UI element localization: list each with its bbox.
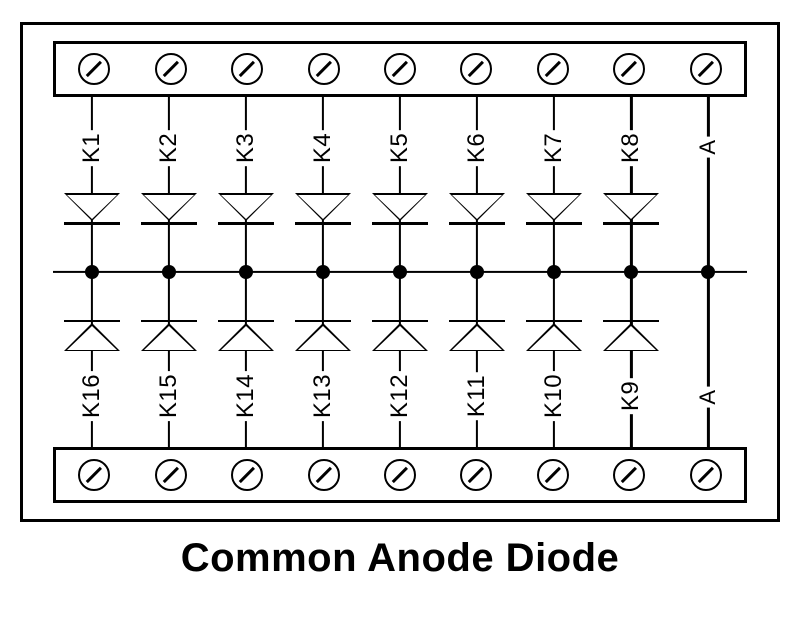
- bus-junction: [239, 265, 253, 279]
- cathode-label-bottom: K9: [616, 378, 646, 414]
- terminal-screw: [78, 53, 110, 85]
- diode-bottom: [449, 319, 505, 352]
- diode-column: K8 K9: [601, 97, 661, 447]
- anode-label-top: A: [694, 136, 722, 157]
- terminal-screw: [690, 459, 722, 491]
- terminal-screw: [460, 53, 492, 85]
- diode-column: K1 K16: [62, 97, 122, 447]
- terminal-screw: [690, 53, 722, 85]
- diode-top: [141, 193, 197, 226]
- cathode-label-top: K8: [616, 130, 646, 166]
- diode-top: [603, 193, 659, 226]
- terminal-screw: [78, 459, 110, 491]
- cathode-label-bottom: K11: [462, 372, 492, 420]
- diode-top: [526, 193, 582, 226]
- bus-junction: [547, 265, 561, 279]
- terminal-screw: [384, 53, 416, 85]
- terminal-screw: [308, 53, 340, 85]
- terminal-screw: [155, 53, 187, 85]
- cathode-label-bottom: K14: [231, 371, 261, 421]
- terminal-strip-top: [53, 41, 747, 97]
- cathode-label-bottom: K12: [385, 371, 415, 421]
- terminal-screw: [537, 53, 569, 85]
- diode-column: K2 K15: [139, 97, 199, 447]
- cathode-label-top: K3: [231, 130, 261, 166]
- cathode-label-bottom: K10: [539, 371, 569, 421]
- diagram-frame: K1 K16 K2 K15 K3 K14 K4: [20, 22, 780, 522]
- terminal-screw: [231, 459, 263, 491]
- diode-top: [218, 193, 274, 226]
- cathode-label-bottom: K16: [77, 371, 107, 421]
- cathode-label-top: K7: [539, 130, 569, 166]
- cathode-label-top: K2: [154, 130, 184, 166]
- terminal-screw: [308, 459, 340, 491]
- diode-column: K6 K11: [447, 97, 507, 447]
- diode-bottom: [526, 319, 582, 352]
- diode-bottom: [295, 319, 351, 352]
- diode-top: [449, 193, 505, 226]
- cathode-label-top: K5: [385, 130, 415, 166]
- cathode-label-top: K4: [308, 130, 338, 166]
- terminal-screw: [231, 53, 263, 85]
- cathode-label-top: K6: [462, 130, 492, 166]
- terminal-screw: [460, 459, 492, 491]
- terminal-screw: [613, 459, 645, 491]
- diode-bottom: [372, 319, 428, 352]
- diagram-title: Common Anode Diode: [0, 536, 800, 581]
- bus-junction: [624, 265, 638, 279]
- cathode-label-bottom: K13: [308, 371, 338, 421]
- diode-bottom: [603, 319, 659, 352]
- diode-column: K5 K12: [370, 97, 430, 447]
- diode-column: K3 K14: [216, 97, 276, 447]
- diode-bottom: [141, 319, 197, 352]
- cathode-label-bottom: K15: [154, 371, 184, 421]
- diode-column: K4 K13: [293, 97, 353, 447]
- anode-label-bottom: A: [694, 386, 722, 407]
- diode-column: K7 K10: [524, 97, 584, 447]
- bus-junction: [85, 265, 99, 279]
- terminal-screw: [155, 459, 187, 491]
- bus-junction: [701, 265, 715, 279]
- terminal-screw: [613, 53, 645, 85]
- diode-bottom: [64, 319, 120, 352]
- diode-columns: K1 K16 K2 K15 K3 K14 K4: [53, 97, 747, 447]
- cathode-label-top: K1: [77, 130, 107, 166]
- diode-bottom: [218, 319, 274, 352]
- diode-top: [295, 193, 351, 226]
- bus-junction: [316, 265, 330, 279]
- diode-top: [372, 193, 428, 226]
- anode-column: A A: [678, 97, 738, 447]
- diode-top: [64, 193, 120, 226]
- terminal-strip-bottom: [53, 447, 747, 503]
- terminal-screw: [537, 459, 569, 491]
- bus-junction: [162, 265, 176, 279]
- bus-junction: [393, 265, 407, 279]
- terminal-screw: [384, 459, 416, 491]
- bus-junction: [470, 265, 484, 279]
